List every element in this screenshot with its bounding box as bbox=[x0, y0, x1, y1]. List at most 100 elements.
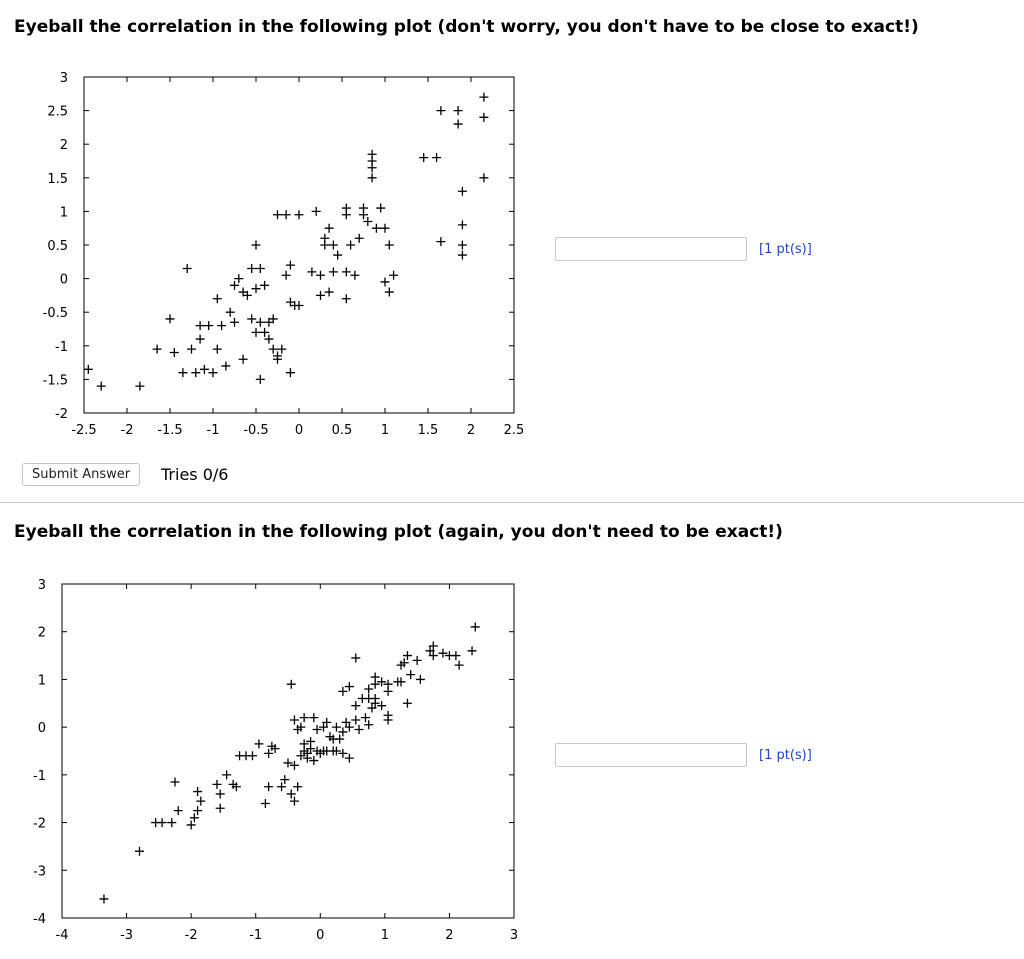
data-point bbox=[457, 240, 467, 250]
data-point bbox=[152, 344, 162, 354]
data-point bbox=[436, 237, 446, 247]
y-tick-label: 1 bbox=[60, 205, 68, 220]
scatter-plot-1: -2.5 -2 -1.5 -1 -0.5 0 0.5 1 1.5 2 2.5 -2 -1.5 -1 -0.5… bbox=[0, 60, 540, 456]
data-point bbox=[286, 679, 296, 689]
x-tick-label: 2 bbox=[467, 423, 475, 438]
data-point bbox=[436, 106, 446, 116]
data-point bbox=[195, 321, 205, 331]
question-2-prompt: Eyeball the correlation in the following… bbox=[14, 522, 783, 542]
data-point bbox=[363, 216, 373, 226]
data-point bbox=[302, 753, 312, 763]
data-point bbox=[222, 770, 232, 780]
data-point bbox=[316, 290, 325, 300]
data-point bbox=[367, 173, 377, 183]
data-point bbox=[419, 153, 429, 163]
data-point bbox=[338, 748, 348, 758]
data-point bbox=[99, 894, 109, 904]
data-point bbox=[457, 186, 467, 196]
submit-answer-button[interactable]: Submit Answer bbox=[22, 463, 141, 486]
data-point bbox=[212, 344, 222, 354]
data-point bbox=[341, 267, 351, 277]
data-point bbox=[234, 274, 244, 284]
data-point bbox=[221, 361, 231, 371]
data-point bbox=[196, 796, 206, 806]
data-point bbox=[364, 684, 374, 694]
data-point bbox=[364, 720, 374, 730]
y-tick-label: 2 bbox=[60, 138, 68, 153]
y-tick-label: -1 bbox=[33, 769, 46, 784]
data-point bbox=[270, 744, 280, 754]
data-point bbox=[182, 264, 192, 274]
data-point bbox=[187, 344, 196, 354]
y-tick-label: -4 bbox=[33, 912, 46, 927]
x-tick-label: 1.5 bbox=[418, 423, 439, 438]
data-point bbox=[167, 818, 177, 828]
y-tick-label: 0 bbox=[60, 273, 68, 288]
question-2-answer-input[interactable] bbox=[555, 743, 747, 767]
x-tick-label: 0 bbox=[316, 928, 324, 943]
question-1-answer-input[interactable] bbox=[555, 237, 747, 261]
y-tick-label: 3 bbox=[38, 578, 46, 593]
question-1-prompt: Eyeball the correlation in the following… bbox=[14, 17, 919, 37]
data-point bbox=[324, 223, 334, 233]
y-tick-label: -1.5 bbox=[43, 373, 68, 388]
data-point bbox=[341, 203, 351, 213]
data-point bbox=[309, 756, 319, 766]
x-tick-label: -2 bbox=[121, 423, 134, 438]
x-tick-label: 2.5 bbox=[504, 423, 525, 438]
data-point bbox=[354, 233, 364, 243]
data-point bbox=[264, 334, 274, 344]
section-divider bbox=[0, 502, 1024, 503]
data-point bbox=[479, 173, 489, 183]
data-point bbox=[384, 287, 394, 297]
data-point bbox=[165, 314, 175, 324]
data-point bbox=[415, 674, 425, 684]
data-point bbox=[251, 240, 261, 250]
data-point bbox=[344, 722, 354, 732]
data-point bbox=[293, 782, 303, 792]
data-point bbox=[191, 368, 201, 378]
data-point bbox=[333, 250, 343, 260]
data-point bbox=[212, 294, 222, 304]
data-point bbox=[354, 725, 364, 735]
data-point bbox=[428, 641, 438, 651]
scatter-plot-2: -4 -3 -2 -1 0 1 2 3 -4 -3 -2 -1 0 1 2 3 bbox=[0, 570, 540, 959]
data-point bbox=[255, 264, 265, 274]
y-tick-label: 3 bbox=[60, 71, 68, 86]
data-point bbox=[296, 751, 306, 761]
data-point bbox=[238, 354, 248, 364]
y-tick-label: -3 bbox=[33, 864, 46, 879]
data-point bbox=[324, 287, 334, 297]
y-tick-label: -0.5 bbox=[43, 306, 68, 321]
scatter-plot-2-svg: -4 -3 -2 -1 0 1 2 3 -4 -3 -2 -1 0 1 2 3 bbox=[33, 578, 518, 943]
data-point bbox=[322, 717, 332, 727]
x-tick-label: 0.5 bbox=[332, 423, 353, 438]
data-point bbox=[273, 210, 282, 220]
data-point bbox=[260, 280, 270, 290]
data-point bbox=[367, 149, 377, 159]
data-point bbox=[208, 368, 218, 378]
data-point bbox=[264, 782, 274, 792]
data-point bbox=[389, 270, 399, 280]
data-point bbox=[251, 284, 261, 294]
data-point bbox=[134, 846, 144, 856]
data-point bbox=[212, 779, 222, 789]
data-point bbox=[286, 789, 296, 799]
question-1-points-label: [1 pt(s)] bbox=[759, 242, 812, 257]
data-point bbox=[285, 260, 295, 270]
data-point bbox=[283, 758, 293, 768]
y-tick-label: 1 bbox=[38, 673, 46, 688]
data-point bbox=[428, 651, 438, 661]
data-point bbox=[254, 739, 264, 749]
x-tick-label: 1 bbox=[381, 423, 389, 438]
data-point bbox=[157, 818, 167, 828]
data-point bbox=[319, 722, 329, 732]
data-point bbox=[260, 327, 270, 337]
data-point bbox=[193, 787, 203, 797]
data-point bbox=[453, 106, 463, 116]
data-point bbox=[376, 203, 386, 213]
data-point bbox=[312, 725, 322, 735]
data-point bbox=[170, 777, 180, 787]
data-point bbox=[457, 220, 467, 230]
plot-frame bbox=[61, 583, 515, 919]
